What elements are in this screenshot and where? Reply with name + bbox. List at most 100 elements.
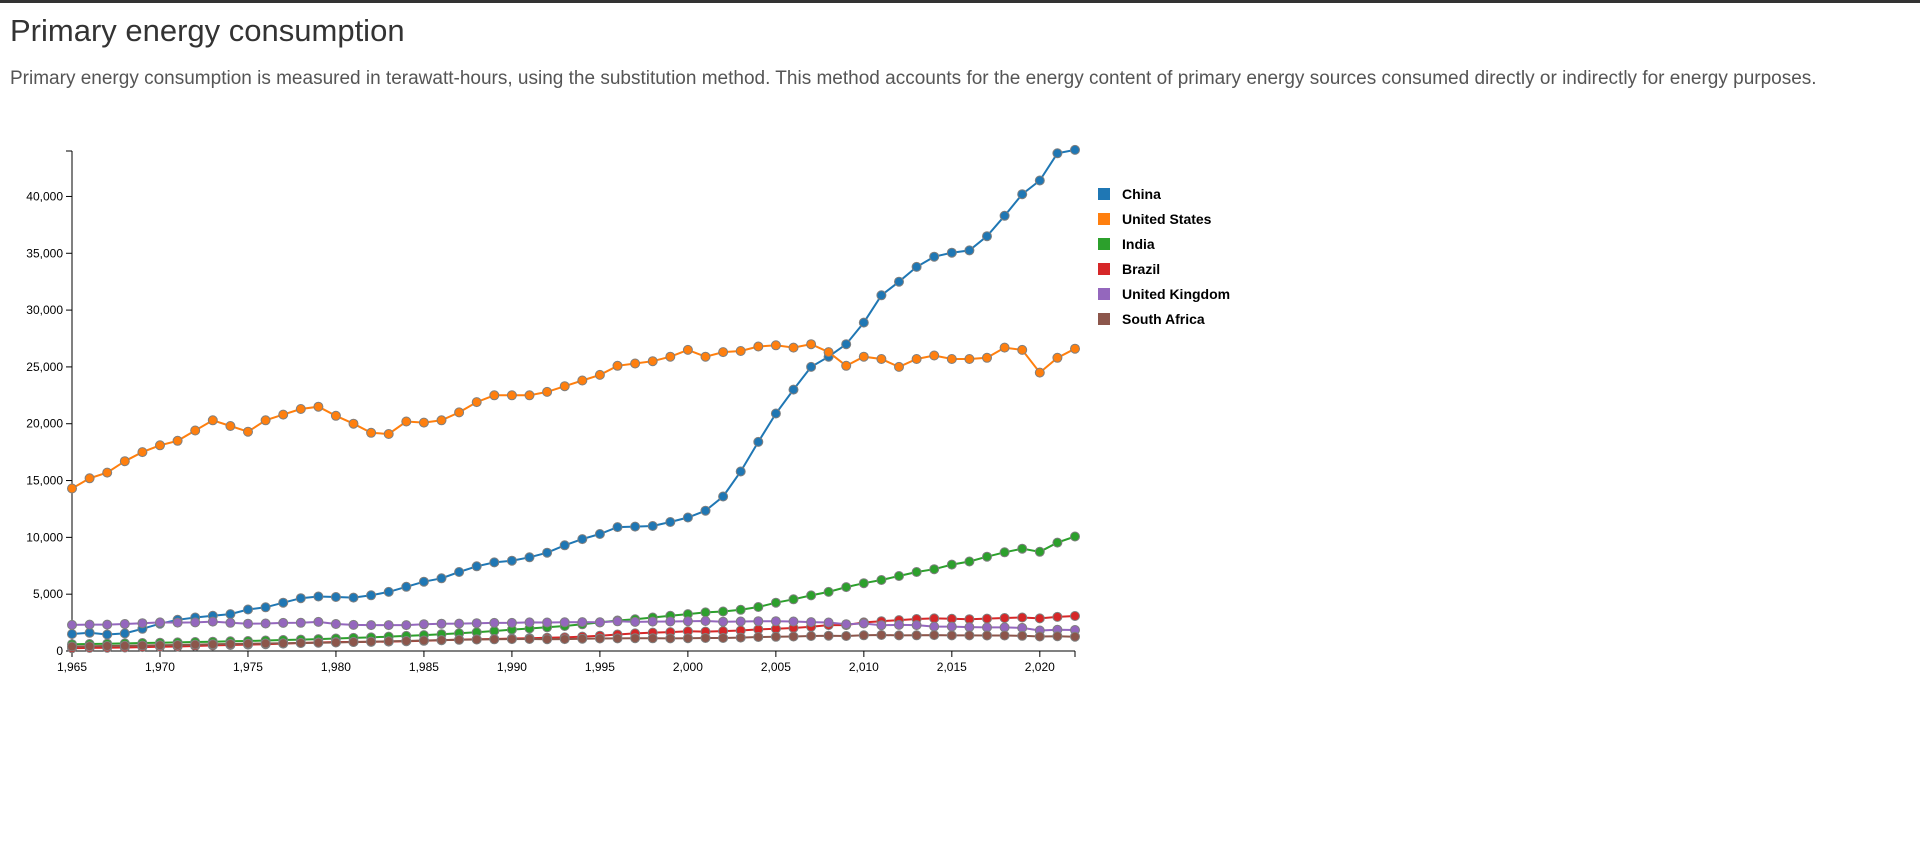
x-tick-label: 2,015 <box>937 660 967 674</box>
data-point-south-africa <box>876 630 887 640</box>
x-tick-label: 1,990 <box>497 660 527 674</box>
data-point-south-africa <box>577 633 588 644</box>
data-point-south-africa <box>911 630 922 641</box>
data-point-united-kingdom <box>700 616 711 626</box>
legend-swatch <box>1098 188 1110 200</box>
data-point-india <box>876 575 887 585</box>
y-tick-label: 20,000 <box>26 417 63 431</box>
data-point-united-states <box>225 421 236 431</box>
data-point-china <box>84 627 95 638</box>
legend-item-india: India <box>1098 236 1155 252</box>
data-point-united-states <box>841 360 852 371</box>
data-point-united-states <box>383 429 394 439</box>
data-point-united-states <box>946 354 957 364</box>
data-point-united-kingdom <box>577 617 588 628</box>
x-tick-label: 2,000 <box>673 660 703 674</box>
legend-swatch <box>1098 238 1110 250</box>
axes: 0 5,000 10,000 15,000 20,000 25,000 30,000 35,0… <box>26 150 1076 674</box>
legend-swatch <box>1098 263 1110 275</box>
data-point-south-africa <box>295 638 306 648</box>
legend-label: China <box>1122 186 1161 202</box>
data-point-united-states <box>102 467 113 478</box>
data-point-china <box>946 247 957 258</box>
data-point-united-states <box>823 347 834 358</box>
data-point-south-africa <box>858 630 869 641</box>
data-point-united-states <box>418 417 429 428</box>
data-point-united-states <box>489 390 500 401</box>
data-point-united-kingdom <box>806 617 817 628</box>
legend-item-brazil: Brazil <box>1098 261 1160 277</box>
data-point-united-kingdom <box>524 617 535 628</box>
data-point-south-africa <box>383 636 394 647</box>
data-point-united-kingdom <box>295 617 306 628</box>
data-point-china <box>806 361 817 372</box>
data-point-china <box>700 505 711 516</box>
data-point-india <box>1070 531 1080 542</box>
data-point-united-kingdom <box>559 617 570 628</box>
data-point-south-africa <box>682 633 693 644</box>
x-tick-label: 1,985 <box>409 660 439 674</box>
data-point-united-states <box>348 418 359 429</box>
data-point-south-africa <box>929 630 940 641</box>
y-tick-label: 10,000 <box>26 530 63 544</box>
data-point-united-states <box>894 361 904 372</box>
data-point-south-africa <box>313 637 324 648</box>
data-point-united-states <box>630 358 641 369</box>
data-point-china <box>418 576 429 587</box>
data-point-china <box>630 521 641 532</box>
data-point-south-africa <box>454 634 465 645</box>
data-point-united-kingdom <box>770 616 781 627</box>
data-point-united-kingdom <box>366 620 377 631</box>
data-point-south-africa <box>630 633 641 644</box>
x-tick-label: 1,995 <box>585 660 615 674</box>
data-point-china <box>718 491 729 502</box>
data-point-united-states <box>295 404 306 414</box>
data-point-south-africa <box>102 641 113 651</box>
x-tick-label: 2,020 <box>1025 660 1055 674</box>
series-line-china <box>71 148 1076 636</box>
data-point-south-africa <box>190 639 201 650</box>
data-point-brazil <box>1070 611 1080 621</box>
data-point-united-kingdom <box>753 616 764 627</box>
data-point-south-africa <box>665 633 676 644</box>
data-point-united-kingdom <box>612 616 623 627</box>
data-point-south-africa <box>84 641 95 652</box>
data-point-united-states <box>278 409 289 420</box>
data-point-south-africa <box>594 633 605 644</box>
data-point-china <box>612 522 623 533</box>
data-point-united-kingdom <box>876 620 887 631</box>
data-point-united-states <box>436 415 447 426</box>
data-point-united-kingdom <box>964 622 975 633</box>
data-point-united-states <box>682 344 693 355</box>
data-point-india <box>823 586 834 597</box>
data-point-united-kingdom <box>137 618 148 629</box>
data-point-india <box>788 594 799 605</box>
data-point-united-states <box>753 341 764 352</box>
x-tick-label: 2,005 <box>761 660 791 674</box>
data-point-south-africa <box>348 637 359 647</box>
x-tick-label: 1,970 <box>145 660 175 674</box>
y-tick-label: 40,000 <box>26 189 63 203</box>
series-china <box>67 144 1080 640</box>
series-brazil <box>67 611 1080 654</box>
data-point-united-kingdom <box>911 620 922 631</box>
data-point-brazil <box>929 613 940 624</box>
data-point-united-states <box>1017 344 1028 355</box>
data-point-united-states <box>366 427 377 438</box>
data-point-united-kingdom <box>841 619 852 630</box>
data-point-south-africa <box>718 633 729 643</box>
series-india <box>67 531 1080 650</box>
data-point-united-kingdom <box>225 617 236 628</box>
data-point-china <box>366 590 377 601</box>
data-point-united-kingdom <box>858 618 869 629</box>
data-point-india <box>929 564 940 575</box>
data-point-united-states <box>67 483 77 494</box>
data-point-china <box>1034 175 1045 186</box>
data-point-china <box>682 512 693 523</box>
x-tick-label: 1,975 <box>233 660 263 674</box>
page-title: Primary energy consumption <box>10 13 405 48</box>
data-point-united-states <box>647 356 658 367</box>
data-point-united-kingdom <box>823 617 834 628</box>
data-point-united-states <box>1052 352 1063 363</box>
data-point-china <box>348 592 359 603</box>
